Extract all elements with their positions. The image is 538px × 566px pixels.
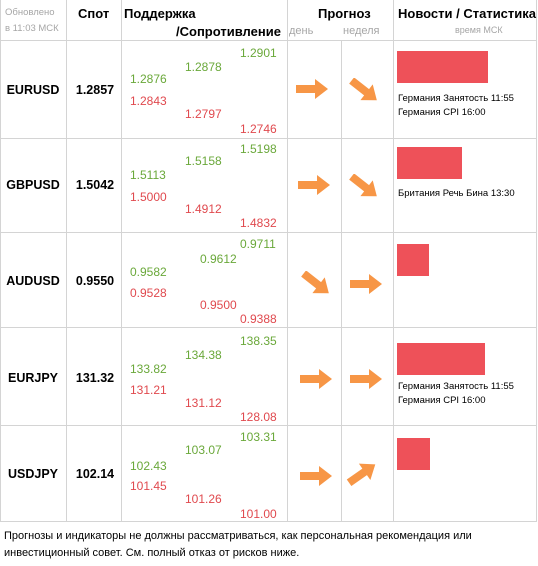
- disclaimer-text: Прогнозы и индикаторы не должны рассматр…: [4, 530, 472, 559]
- resistance-value: 1.4832: [240, 216, 277, 230]
- support-value: 0.9711: [240, 237, 276, 251]
- news-list: Британия Речь Бина 13:30: [398, 187, 515, 201]
- news-item: Германия CPI 16:00: [398, 395, 486, 406]
- news-item: Британия Речь Бина 13:30: [398, 188, 515, 199]
- spot-value: 131.32: [75, 371, 115, 385]
- resistance-value: 1.5000: [130, 190, 167, 204]
- updated-label-line2: в 11:03 МСК: [5, 23, 59, 34]
- time-msk-label: время МСК: [455, 25, 503, 35]
- spot-header: Спот: [78, 6, 110, 21]
- news-impact-bar: [397, 343, 485, 375]
- pair-label: AUDUSD: [6, 274, 60, 288]
- support-value: 133.82: [130, 362, 167, 376]
- forecast-day-arrow-right-icon: [296, 79, 328, 99]
- support-value: 138.35: [240, 334, 277, 348]
- resistance-value: 101.00: [240, 507, 277, 521]
- spot-value: 0.9550: [75, 274, 115, 288]
- resistance-value: 1.2843: [130, 94, 167, 108]
- support-value: 1.5198: [240, 142, 277, 156]
- support-value: 103.31: [240, 430, 277, 444]
- forecast-week-label: неделя: [343, 25, 380, 37]
- resistance-value: 1.2797: [185, 107, 222, 121]
- news-list: Германия Занятость 11:55 Германия CPI 16…: [398, 380, 514, 408]
- news-header: Новости / Статистика: [398, 6, 537, 21]
- pair-label: USDJPY: [7, 467, 59, 481]
- news-item: Германия CPI 16:00: [398, 107, 486, 118]
- news-impact-bar: [397, 438, 430, 470]
- news-item: Германия Занятость 11:55: [398, 381, 514, 392]
- support-value: 1.5113: [130, 168, 166, 182]
- support-value: 103.07: [185, 443, 222, 457]
- resistance-value: 131.21: [130, 383, 167, 397]
- forecast-week-arrow-up-right-icon: [346, 463, 376, 486]
- news-item: Германия Занятость 11:55: [398, 93, 514, 104]
- resistance-value: 1.2746: [240, 122, 277, 136]
- spot-value: 102.14: [75, 467, 115, 481]
- resistance-value: 0.9500: [200, 298, 237, 312]
- resistance-header: /Сопротивление: [176, 24, 281, 39]
- support-value: 1.2876: [130, 72, 167, 86]
- support-value: 134.38: [185, 348, 222, 362]
- news-impact-bar: [397, 51, 488, 83]
- resistance-value: 131.12: [185, 396, 222, 410]
- support-value: 102.43: [130, 459, 167, 473]
- spot-value: 1.2857: [75, 83, 115, 97]
- support-value: 1.5158: [185, 154, 222, 168]
- forecast-day-arrow-right-icon: [300, 466, 332, 486]
- pair-label: EURJPY: [7, 371, 59, 385]
- news-impact-bar: [397, 244, 429, 276]
- forecast-week-arrow-down-right-icon: [349, 174, 377, 197]
- resistance-value: 0.9388: [240, 312, 277, 326]
- resistance-value: 0.9528: [130, 286, 167, 300]
- forecast-day-arrow-right-icon: [300, 369, 332, 389]
- forecast-week-arrow-down-right-icon: [349, 78, 377, 101]
- news-list: Германия Занятость 11:55 Германия CPI 16…: [398, 92, 514, 120]
- resistance-value: 1.4912: [185, 202, 222, 216]
- updated-label: Обновлено в 11:03 МСК: [5, 5, 59, 37]
- resistance-value: 101.45: [130, 479, 167, 493]
- forecast-day-arrow-down-right-icon: [301, 271, 329, 294]
- spot-value: 1.5042: [75, 178, 115, 192]
- support-value: 1.2901: [240, 46, 277, 60]
- resistance-value: 128.08: [240, 410, 277, 424]
- forecast-header: Прогноз: [318, 6, 371, 21]
- forecast-week-arrow-right-icon: [350, 274, 382, 294]
- forecast-week-arrow-right-icon: [350, 369, 382, 389]
- news-impact-bar: [397, 147, 462, 179]
- support-value: 1.2878: [185, 60, 222, 74]
- updated-label-line1: Обновлено: [5, 7, 55, 18]
- support-value: 0.9612: [200, 252, 237, 266]
- pair-label: GBPUSD: [6, 178, 60, 192]
- forecast-day-label: день: [289, 25, 314, 37]
- support-value: 0.9582: [130, 265, 167, 279]
- pair-label: EURUSD: [6, 83, 60, 97]
- forecast-day-arrow-right-icon: [298, 175, 330, 195]
- support-header: Поддержка: [124, 6, 196, 21]
- resistance-value: 101.26: [185, 492, 222, 506]
